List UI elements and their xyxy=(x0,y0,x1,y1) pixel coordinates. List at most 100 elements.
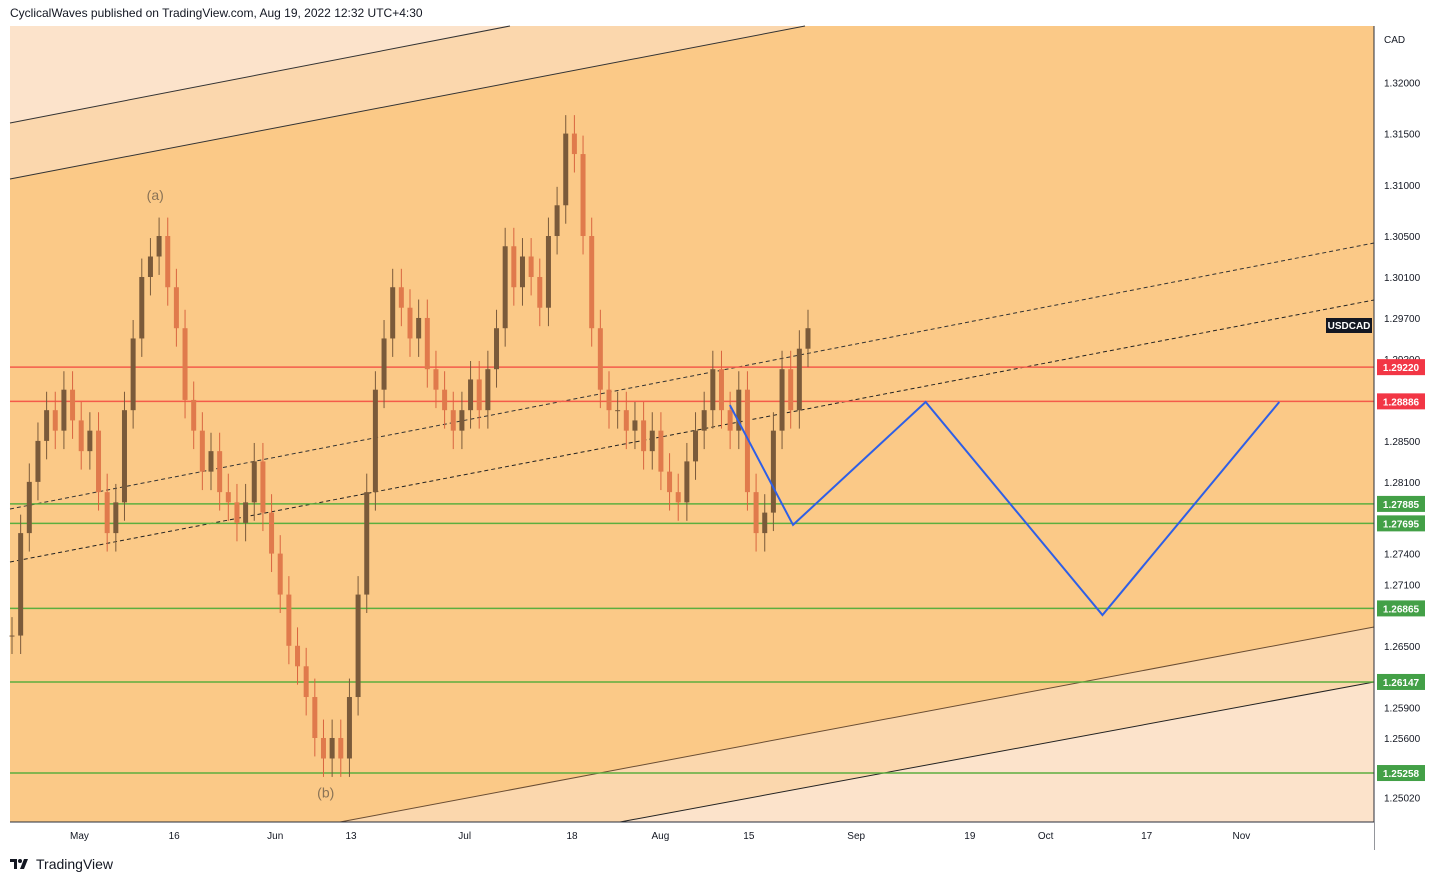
x-tick-label: 13 xyxy=(345,831,357,842)
y-tick-label: 1.25020 xyxy=(1384,793,1421,804)
candle-body xyxy=(18,533,24,636)
candle-body xyxy=(260,461,266,513)
candle-body xyxy=(667,471,673,493)
y-tick-label: 1.31500 xyxy=(1384,130,1421,141)
candle-body xyxy=(269,512,275,554)
level-label: 1.28886 xyxy=(1383,397,1420,408)
footer: TradingView xyxy=(10,856,113,872)
x-tick-label: 18 xyxy=(566,831,578,842)
candle-body xyxy=(121,410,127,503)
x-tick-label: May xyxy=(70,831,89,842)
candle-body xyxy=(554,205,560,237)
y-tick-label: 1.27400 xyxy=(1384,550,1421,561)
y-tick-label: 1.25900 xyxy=(1384,703,1421,714)
candle-body xyxy=(623,410,629,431)
candle-body xyxy=(519,256,525,288)
candle-body xyxy=(641,420,647,452)
candle-body xyxy=(234,502,240,523)
footer-brand: TradingView xyxy=(36,856,114,872)
candle-body xyxy=(35,440,41,482)
candle-body xyxy=(684,461,690,503)
wave-label: (b) xyxy=(317,784,334,800)
candle-body xyxy=(545,236,551,308)
level-label-bg xyxy=(1377,515,1425,532)
y-tick-label: 1.30500 xyxy=(1384,232,1421,243)
publisher-line: CyclicalWaves published on TradingView.c… xyxy=(10,6,423,20)
channel-line-3 xyxy=(339,626,1375,823)
candle-body xyxy=(615,410,621,412)
candle-body xyxy=(589,236,595,329)
candle-body xyxy=(87,430,93,452)
x-tick-label: Jun xyxy=(267,831,283,842)
candle-body xyxy=(320,737,326,759)
candle-body xyxy=(277,553,283,595)
candle-body xyxy=(485,369,491,411)
candle-body xyxy=(355,594,361,698)
candle-body xyxy=(44,410,50,441)
candle-body xyxy=(295,645,301,667)
candle-body xyxy=(338,737,344,759)
dashed-trend-1 xyxy=(9,242,1375,510)
candle-body xyxy=(329,737,335,759)
projection-path xyxy=(729,400,1281,617)
candle-body xyxy=(130,338,136,411)
candle-body xyxy=(364,492,370,595)
y-tick-label: 1.28500 xyxy=(1384,437,1421,448)
candle-body xyxy=(537,276,543,308)
candle-body xyxy=(736,389,742,431)
candle-body xyxy=(459,410,465,431)
candle-body xyxy=(70,389,76,421)
candle-body xyxy=(390,287,396,339)
candle-body xyxy=(580,154,586,237)
candle-body xyxy=(165,236,171,288)
candle-body xyxy=(312,697,318,738)
wave-annotations: (a) (b) xyxy=(147,187,335,800)
candle-body xyxy=(191,399,197,431)
candle-body xyxy=(96,430,102,493)
wave-label: (a) xyxy=(147,187,164,203)
x-tick-label: Aug xyxy=(652,831,670,842)
candle-body xyxy=(433,369,439,390)
candle-body xyxy=(762,512,768,534)
candle-body xyxy=(658,430,664,472)
candle-body xyxy=(563,133,569,206)
symbol-text: USDCAD xyxy=(1328,321,1371,332)
level-label: 1.26865 xyxy=(1383,604,1420,615)
candle-body xyxy=(511,246,517,288)
candle-body xyxy=(225,492,231,503)
candle-body xyxy=(450,410,456,431)
level-label: 1.27885 xyxy=(1383,500,1420,511)
x-tick-label: Nov xyxy=(1232,831,1250,842)
price-axis[interactable]: CAD 1.32000 1.31500 1.31000 1.30500 1.30100 1… xyxy=(1373,26,1440,850)
candle-body xyxy=(796,348,802,411)
y-tick-label: 1.25600 xyxy=(1384,734,1421,745)
level-label-bg xyxy=(1377,600,1425,617)
candle-body xyxy=(606,389,612,411)
level-label-bg xyxy=(1377,393,1425,410)
candle-body xyxy=(156,236,162,257)
candle-body xyxy=(502,246,508,329)
currency-label: CAD xyxy=(1384,35,1405,46)
x-tick-label: Sep xyxy=(847,831,865,842)
time-axis[interactable]: May 16 Jun 13 Jul 18 Aug 15 Sep 19 Oct 17 Nov xyxy=(10,821,1374,850)
tradingview-logo-icon xyxy=(10,859,28,869)
candle-body xyxy=(788,369,794,411)
y-tick-label: 1.27100 xyxy=(1384,580,1421,591)
x-tick-label: Jul xyxy=(458,831,471,842)
level-label: 1.26147 xyxy=(1383,678,1420,689)
candle-body xyxy=(528,256,534,277)
level-label-bg xyxy=(1377,495,1425,512)
x-tick-label: 15 xyxy=(743,831,755,842)
level-label-bg xyxy=(1377,359,1425,376)
candle-body xyxy=(303,666,309,698)
candle-body xyxy=(173,287,179,329)
chart-background xyxy=(9,25,1375,823)
candle-body xyxy=(442,389,448,411)
level-label-bg xyxy=(1377,765,1425,782)
candle-body xyxy=(113,502,119,534)
candle-body xyxy=(104,492,110,534)
candle-body xyxy=(693,430,699,462)
candle-body xyxy=(139,276,145,339)
level-label-bg xyxy=(1377,673,1425,690)
